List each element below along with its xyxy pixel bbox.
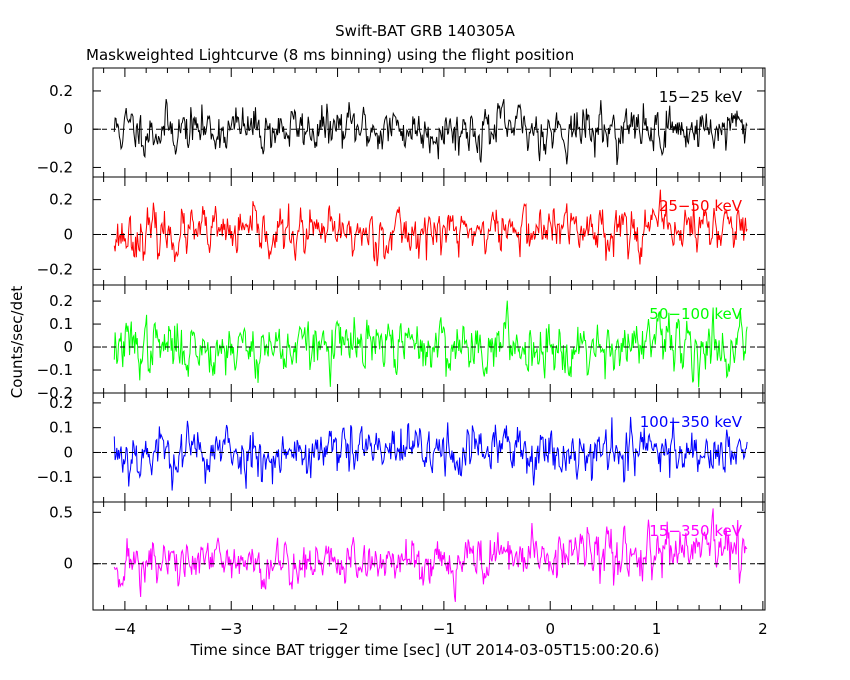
chart-title: Swift-BAT GRB 140305A <box>335 22 515 40</box>
y-tick-label: 0 <box>63 555 73 573</box>
y-tick-label: −0.2 <box>37 260 73 278</box>
y-tick-label: 0.2 <box>49 394 73 412</box>
y-tick-label: 0.5 <box>49 503 73 521</box>
band-label: 50−100 keV <box>649 305 742 323</box>
y-tick-label: −0.2 <box>37 158 73 176</box>
x-tick-label: −4 <box>114 620 136 638</box>
x-tick-label: −1 <box>433 620 455 638</box>
panel-frame <box>92 501 766 611</box>
light-curve <box>113 508 748 602</box>
x-tick-label: −3 <box>220 620 242 638</box>
light-curve <box>113 300 748 388</box>
panel-100-350-kev: −0.1 0 0.1 0.2 100−350 keV <box>37 392 766 503</box>
x-tick-label: 2 <box>758 620 768 638</box>
y-tick-label: −0.1 <box>37 468 73 486</box>
panel-frame <box>92 284 766 394</box>
band-label: 25−50 keV <box>659 197 743 215</box>
y-axis-label: Counts/sec/det <box>8 286 26 399</box>
y-tick-label: −0.1 <box>37 361 73 379</box>
x-axis-label: Time since BAT trigger time [sec] (UT 20… <box>190 641 660 659</box>
y-tick-label: 0.2 <box>49 292 73 310</box>
y-tick-label: 0 <box>63 443 73 461</box>
y-tick-label: −0.2 <box>37 384 73 402</box>
y-tick-label: 0.1 <box>49 315 73 333</box>
y-tick-label: 0.1 <box>49 419 73 437</box>
y-tick-label: 0 <box>63 225 73 243</box>
panel-25-50-kev: −0.2 0 0.2 25−50 keV <box>37 176 766 286</box>
panel-15-350-kev: 0 0.5 15−350 keV <box>49 501 766 611</box>
panel-15-25-kev: −0.2 0 0.2 15−25 keV <box>37 67 766 178</box>
band-label: 100−350 keV <box>640 413 743 431</box>
chart-subtitle: Maskweighted Lightcurve (8 ms binning) u… <box>86 46 574 64</box>
panel-frame <box>92 67 766 178</box>
band-label: 15−25 keV <box>659 88 743 106</box>
x-tick-label: 0 <box>545 620 555 638</box>
panel-50-100-kev: −0.2 −0.1 0 0.1 0.2 50−100 keV <box>37 284 766 402</box>
light-curve <box>113 98 748 166</box>
light-curve <box>113 416 748 491</box>
y-tick-label: 0 <box>63 338 73 356</box>
x-tick-label: −2 <box>326 620 348 638</box>
y-tick-label: 0.2 <box>49 191 73 209</box>
y-tick-label: 0 <box>63 120 73 138</box>
panel-frame <box>92 392 766 503</box>
y-tick-label: 0.2 <box>49 82 73 100</box>
band-label: 15−350 keV <box>649 522 742 540</box>
x-tick-label: 1 <box>652 620 662 638</box>
light-curve <box>113 189 748 267</box>
